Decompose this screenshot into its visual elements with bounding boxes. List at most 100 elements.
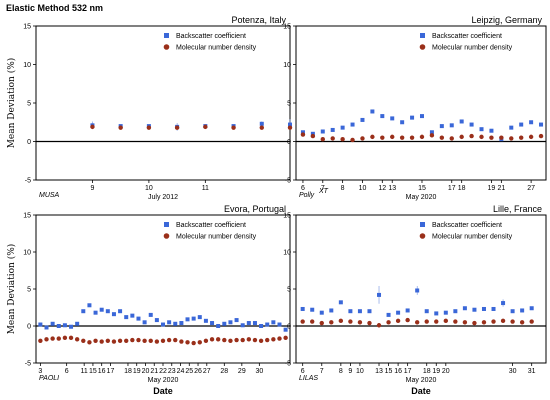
data-point-backscatter	[360, 117, 365, 122]
data-point-molecular	[160, 338, 166, 343]
x-tick-label: 25	[185, 368, 193, 375]
x-tick-label: 29	[238, 368, 246, 375]
data-point-backscatter	[259, 324, 264, 328]
x-axis-label: Date	[153, 386, 173, 396]
data-point-backscatter	[210, 321, 215, 326]
data-point-backscatter	[173, 321, 178, 326]
data-point-backscatter	[161, 322, 165, 327]
instrument-label: MUSA	[39, 192, 60, 199]
data-point-molecular	[449, 136, 454, 141]
x-tick-label: 27	[527, 185, 535, 192]
x-tick-label: 30	[255, 368, 263, 375]
data-point-backscatter	[489, 128, 494, 133]
data-point-molecular	[283, 335, 288, 341]
data-point-molecular	[419, 134, 425, 140]
y-tick-label: 15	[283, 24, 291, 31]
legend-swatch-backscatter	[164, 222, 169, 227]
x-tick-label: 13	[375, 368, 383, 375]
instrument-label: PAOLI	[39, 375, 59, 382]
x-tick-label: 10	[145, 185, 153, 192]
data-point-backscatter	[415, 288, 420, 293]
legend-label-molecular: Molecular number density	[176, 45, 257, 52]
x-tick-label: 12	[378, 185, 386, 192]
series-backscatter	[300, 286, 534, 317]
x-tick-label: 17	[404, 368, 412, 375]
data-point-molecular	[300, 132, 306, 137]
legend-swatch-molecular	[419, 44, 426, 50]
data-point-molecular	[528, 134, 534, 140]
x-tick-label: 20	[142, 368, 150, 375]
data-point-molecular	[310, 319, 315, 324]
data-point-backscatter	[191, 316, 196, 321]
x-tick-label: 26	[194, 368, 202, 375]
data-point-backscatter	[38, 322, 43, 327]
x-tick-label: 9	[348, 368, 352, 375]
legend-label-backscatter: Backscatter coefficient	[176, 33, 246, 40]
x-tick-label: 6	[65, 368, 69, 375]
data-point-molecular	[222, 337, 227, 343]
data-point-backscatter	[320, 129, 325, 134]
data-point-molecular	[439, 135, 445, 140]
data-point-molecular	[424, 319, 429, 324]
data-point-backscatter	[529, 306, 534, 311]
data-point-backscatter	[300, 130, 305, 135]
data-point-backscatter	[419, 114, 424, 119]
data-point-backscatter	[338, 300, 343, 305]
data-point-backscatter	[154, 318, 159, 323]
data-point-backscatter	[367, 309, 372, 314]
data-point-molecular	[228, 338, 233, 343]
data-point-molecular	[209, 337, 215, 342]
data-point-molecular	[519, 320, 525, 325]
series-molecular	[300, 317, 534, 328]
data-point-backscatter	[330, 127, 335, 132]
data-point-backscatter	[185, 317, 190, 322]
data-point-backscatter	[539, 122, 544, 127]
data-point-molecular	[203, 124, 208, 130]
data-point-molecular	[44, 337, 49, 342]
data-point-molecular	[231, 125, 236, 130]
data-point-backscatter	[319, 310, 324, 315]
x-tick-label: 6	[301, 185, 305, 192]
data-point-backscatter	[472, 307, 477, 312]
x-tick-label: 13	[388, 185, 396, 192]
y-tick-label: 0	[27, 324, 31, 331]
legend-label-backscatter: Backscatter coefficient	[432, 33, 502, 40]
data-point-backscatter	[277, 322, 282, 327]
data-point-backscatter	[370, 109, 375, 114]
y-tick-label: 5	[27, 101, 31, 108]
data-point-backscatter	[509, 125, 514, 130]
x-tick-label: 18	[423, 368, 431, 375]
data-point-molecular	[124, 338, 129, 343]
y-tick-label: 15	[23, 213, 31, 220]
data-point-backscatter	[377, 292, 382, 297]
data-point-molecular	[518, 135, 524, 140]
x-tick-label: 9	[90, 185, 94, 192]
x-tick-label: 19	[488, 185, 496, 192]
x-tick-label: 8	[339, 368, 343, 375]
y-tick-label: 5	[287, 287, 291, 294]
data-point-molecular	[462, 320, 468, 325]
data-point-molecular	[259, 125, 264, 130]
x-tick-label: 11	[202, 185, 209, 192]
data-point-molecular	[469, 133, 474, 139]
data-point-backscatter	[400, 120, 405, 125]
data-point-backscatter	[99, 307, 104, 312]
panel-title: Evora, Portugal	[224, 204, 286, 214]
data-point-molecular	[118, 125, 123, 130]
data-point-molecular	[538, 133, 544, 139]
data-point-backscatter	[216, 324, 221, 328]
y-tick-label: -5	[285, 361, 291, 368]
data-point-backscatter	[252, 321, 257, 326]
x-tick-label: 28	[220, 368, 228, 375]
legend-label-molecular: Molecular number density	[176, 234, 257, 241]
data-point-backscatter	[118, 309, 123, 314]
chart-panels: -5 0 5 10 15 9 10 11 Potenza, Italy MUSA July 2012…	[6, 15, 547, 396]
y-tick-label: -5	[285, 178, 291, 185]
data-point-backscatter	[350, 122, 355, 127]
data-point-molecular	[367, 320, 372, 326]
x-tick-label: 18	[458, 185, 466, 192]
data-point-molecular	[357, 320, 363, 325]
data-point-molecular	[348, 319, 353, 324]
data-point-molecular	[271, 337, 276, 342]
data-point-molecular	[443, 318, 449, 324]
